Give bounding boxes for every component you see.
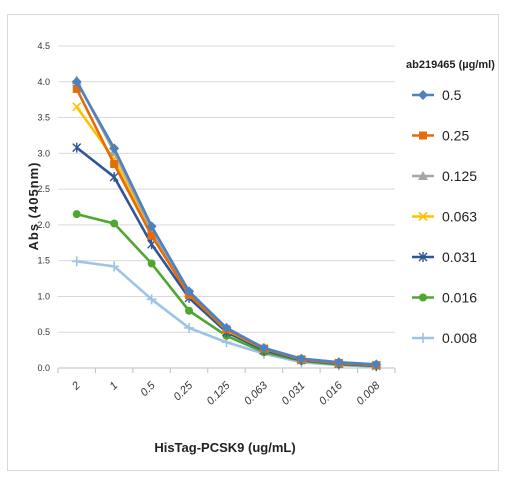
x-axis-label: HisTag-PCSK9 (ug/mL) bbox=[154, 440, 295, 455]
x-tick-label: 0.016 bbox=[317, 379, 346, 408]
series-lines bbox=[71, 75, 382, 372]
legend-label: 0.016 bbox=[442, 290, 477, 306]
legend-label: 0.5 bbox=[442, 87, 462, 103]
x-tick-label: 0.008 bbox=[354, 379, 383, 408]
y-axis-label: Abs (405nm) bbox=[26, 161, 41, 250]
legend-entry: 0.031 bbox=[412, 249, 477, 265]
data-point bbox=[109, 143, 120, 154]
data-point bbox=[147, 231, 156, 240]
data-point bbox=[146, 294, 157, 305]
data-point bbox=[147, 259, 156, 268]
y-tick-label: 0.5 bbox=[37, 327, 50, 337]
series-line bbox=[75, 81, 377, 366]
legend-label: 0.031 bbox=[442, 249, 477, 265]
series-0-008 bbox=[71, 256, 382, 372]
data-point bbox=[109, 261, 120, 272]
data-point bbox=[185, 306, 194, 315]
data-point bbox=[419, 131, 427, 140]
legend-entry: 0.125 bbox=[412, 168, 477, 184]
data-point bbox=[333, 357, 344, 368]
series-0-031 bbox=[72, 142, 381, 371]
legend-label: 0.125 bbox=[442, 168, 477, 184]
legend-label: 0.25 bbox=[442, 128, 469, 144]
legend-entry: 0.016 bbox=[412, 290, 477, 306]
x-tick-label: 2 bbox=[69, 380, 83, 394]
series-line bbox=[75, 79, 377, 366]
y-tick-label: 0.0 bbox=[37, 363, 50, 373]
y-tick-label: 3.0 bbox=[37, 148, 50, 158]
x-tick-label: 0.063 bbox=[242, 379, 271, 408]
legend: 0.5 0.25 0.125 0.063 0.031 0.016 0.008 bbox=[412, 87, 477, 346]
data-point bbox=[184, 322, 195, 333]
data-point bbox=[418, 171, 428, 180]
legend-entry: 0.5 bbox=[412, 87, 462, 103]
data-point bbox=[418, 252, 428, 262]
y-tick-label: 1.0 bbox=[37, 291, 50, 301]
data-point bbox=[71, 256, 82, 267]
data-point bbox=[419, 293, 427, 302]
data-point bbox=[221, 322, 232, 333]
data-point bbox=[146, 221, 157, 232]
legend-entry: 0.008 bbox=[412, 330, 477, 346]
y-tick-label: 2.5 bbox=[37, 184, 50, 194]
data-point bbox=[418, 90, 428, 100]
x-tick-label: 1 bbox=[107, 380, 120, 393]
data-point bbox=[371, 359, 382, 370]
data-point bbox=[72, 84, 81, 93]
x-tick-label: 0.125 bbox=[205, 379, 234, 408]
legend-title: ab219465 (µg/ml) bbox=[406, 59, 495, 71]
y-tick-label: 3.5 bbox=[37, 113, 50, 123]
data-point bbox=[72, 210, 81, 219]
legend-entry: 0.25 bbox=[412, 128, 469, 144]
y-tick-label: 4.0 bbox=[37, 77, 50, 87]
x-tick-label: 0.031 bbox=[280, 380, 308, 408]
data-point bbox=[110, 160, 119, 169]
y-tick-label: 4.5 bbox=[37, 41, 50, 51]
data-point bbox=[72, 142, 82, 153]
data-point bbox=[258, 342, 269, 353]
data-point bbox=[296, 353, 307, 364]
x-tick-label: 0.25 bbox=[172, 379, 196, 403]
legend-label: 0.063 bbox=[442, 209, 477, 225]
legend-label: 0.008 bbox=[442, 330, 477, 346]
gridlines bbox=[58, 45, 395, 333]
data-point bbox=[71, 76, 82, 87]
data-point bbox=[109, 171, 119, 182]
chart-frame bbox=[7, 14, 499, 471]
data-point bbox=[418, 333, 428, 343]
x-tick-label: 0.5 bbox=[138, 379, 158, 399]
y-tick-label: 2.0 bbox=[37, 220, 50, 230]
data-point bbox=[184, 286, 195, 297]
data-point bbox=[110, 219, 119, 228]
legend-entry: 0.063 bbox=[412, 209, 477, 225]
series-0-5 bbox=[71, 76, 382, 370]
data-point bbox=[418, 211, 428, 222]
data-point bbox=[72, 102, 82, 112]
series-line bbox=[76, 260, 377, 368]
axes: 0.0 0.5 1.0 1.5 2.0 2.5 3.0 3.5 4.0 4.5 2 1 0.5 0.25 0… bbox=[37, 41, 396, 408]
y-tick-label: 1.5 bbox=[37, 256, 50, 266]
